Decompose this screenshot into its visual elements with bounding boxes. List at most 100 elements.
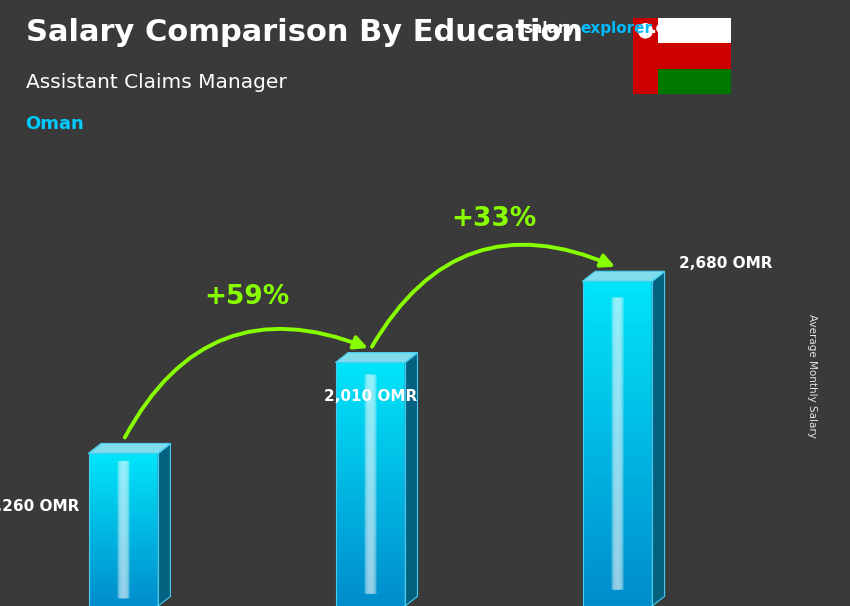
Bar (583, 530, 652, 536)
Bar (336, 582, 405, 585)
Bar (89, 596, 158, 598)
FancyBboxPatch shape (121, 461, 127, 598)
FancyBboxPatch shape (120, 461, 128, 598)
Bar (89, 464, 158, 466)
Bar (336, 501, 405, 504)
Bar (583, 471, 652, 476)
Bar (336, 460, 405, 464)
Bar (336, 415, 405, 419)
Bar (89, 570, 158, 573)
Bar (583, 558, 652, 563)
Bar (583, 287, 652, 292)
FancyBboxPatch shape (365, 375, 377, 594)
Bar (336, 598, 405, 602)
Bar (89, 456, 158, 458)
Bar (336, 521, 405, 525)
Text: 1,260 OMR: 1,260 OMR (0, 499, 79, 514)
Bar (583, 514, 652, 519)
Text: salary: salary (523, 21, 575, 36)
Bar (336, 513, 405, 517)
Bar (336, 602, 405, 606)
Bar (336, 553, 405, 558)
FancyBboxPatch shape (119, 461, 128, 598)
Bar (583, 525, 652, 530)
Bar (583, 465, 652, 471)
Bar (583, 427, 652, 433)
Bar (583, 373, 652, 379)
Bar (89, 489, 158, 491)
Bar (583, 476, 652, 482)
Polygon shape (583, 271, 665, 281)
Bar (583, 498, 652, 503)
Bar (89, 486, 158, 489)
Bar (658, 18, 731, 44)
Bar (336, 444, 405, 448)
Bar (336, 375, 405, 379)
FancyBboxPatch shape (367, 375, 374, 594)
Bar (89, 527, 158, 530)
Bar (336, 403, 405, 407)
Bar (633, 18, 658, 94)
Bar (583, 292, 652, 298)
Bar (336, 558, 405, 561)
Bar (336, 525, 405, 529)
Bar (336, 578, 405, 582)
FancyBboxPatch shape (118, 461, 129, 598)
Bar (336, 549, 405, 553)
Bar (89, 466, 158, 468)
Bar (583, 460, 652, 465)
Bar (89, 461, 158, 464)
Bar (336, 419, 405, 423)
Bar (89, 507, 158, 509)
Bar (89, 496, 158, 499)
Bar (336, 561, 405, 565)
Bar (658, 68, 731, 94)
Bar (583, 330, 652, 335)
Bar (336, 484, 405, 488)
Bar (336, 427, 405, 431)
Bar (89, 568, 158, 570)
Bar (336, 573, 405, 578)
Bar (583, 308, 652, 314)
Bar (89, 565, 158, 568)
Bar (89, 576, 158, 578)
Bar (89, 542, 158, 545)
Bar (89, 593, 158, 596)
Bar (89, 558, 158, 560)
Bar (89, 547, 158, 550)
Bar (89, 481, 158, 484)
Bar (89, 562, 158, 565)
Bar (583, 379, 652, 384)
Bar (336, 480, 405, 484)
Bar (336, 476, 405, 480)
Bar (336, 533, 405, 537)
Bar (336, 439, 405, 444)
Bar (89, 555, 158, 558)
Bar (89, 471, 158, 474)
Bar (89, 517, 158, 519)
Bar (89, 453, 158, 456)
Bar (583, 573, 652, 579)
Bar (583, 298, 652, 303)
FancyBboxPatch shape (611, 298, 624, 590)
Circle shape (638, 24, 652, 38)
Bar (336, 492, 405, 496)
Bar (583, 351, 652, 357)
Bar (336, 545, 405, 549)
Bar (89, 474, 158, 476)
Bar (336, 448, 405, 451)
FancyBboxPatch shape (613, 298, 622, 590)
Bar (89, 578, 158, 581)
Bar (89, 604, 158, 606)
Polygon shape (405, 353, 417, 606)
FancyBboxPatch shape (366, 375, 375, 594)
Bar (336, 391, 405, 395)
Bar (89, 545, 158, 547)
Bar (89, 591, 158, 593)
Bar (583, 536, 652, 541)
Bar (89, 494, 158, 496)
Bar (89, 585, 158, 588)
FancyBboxPatch shape (367, 375, 374, 594)
Bar (336, 431, 405, 436)
Bar (336, 370, 405, 375)
